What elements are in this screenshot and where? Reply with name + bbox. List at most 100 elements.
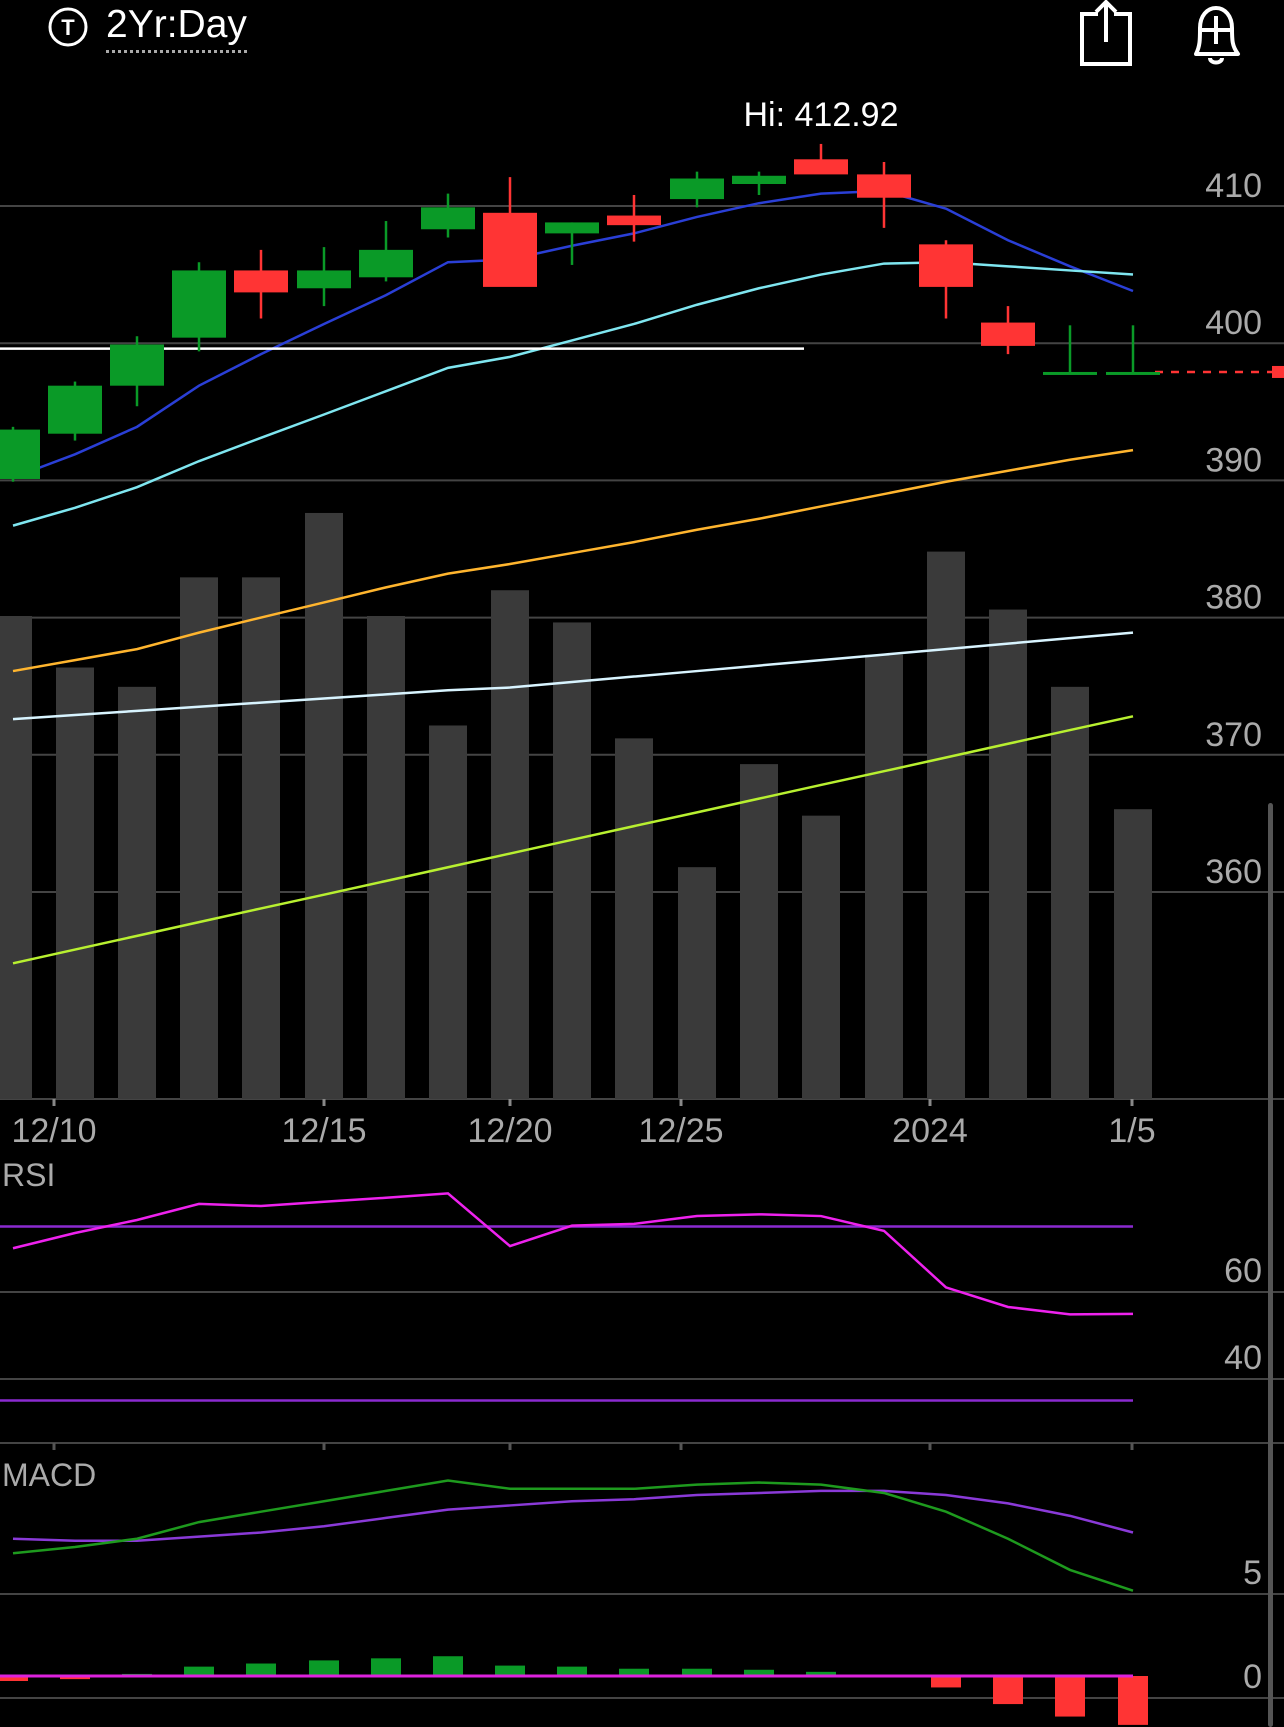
macd-histogram-bar — [619, 1668, 649, 1676]
volume-bar — [367, 616, 405, 1099]
moving-averages — [12, 189, 1134, 965]
candle-body — [234, 270, 288, 293]
rsi-panel: RSI 60 40 — [0, 1157, 1284, 1450]
candle — [172, 262, 226, 352]
candle — [607, 194, 661, 242]
macd-histogram-bar — [744, 1669, 774, 1676]
moving-average-line — [12, 631, 1134, 721]
candle — [110, 336, 164, 407]
candle — [1106, 325, 1160, 375]
volume-bar — [0, 616, 32, 1099]
volume-bar — [180, 577, 218, 1099]
macd-histogram-bar — [931, 1676, 961, 1688]
macd-histogram-bar — [1055, 1676, 1085, 1717]
candle-body — [919, 244, 973, 287]
macd-histogram-bar — [433, 1656, 463, 1676]
macd-histogram-bar — [495, 1665, 525, 1676]
timeframe-selector[interactable]: 2Yr:Day — [106, 2, 247, 53]
candle-body — [981, 322, 1035, 346]
volume-bar — [865, 654, 903, 1099]
volume-bar — [553, 622, 591, 1099]
rsi-tick-label: 60 — [1224, 1252, 1262, 1290]
volume-bar — [615, 738, 653, 1099]
candle-body — [732, 175, 786, 184]
volume-bar — [802, 815, 840, 1099]
candle — [857, 162, 911, 228]
volume-bar — [305, 512, 343, 1099]
volume-bar — [429, 725, 467, 1099]
macd-histogram-bar — [60, 1676, 90, 1680]
date-tick-label: 12/25 — [638, 1112, 723, 1150]
price-axis: 410 400 390 380 370 360 — [1205, 167, 1262, 891]
candle — [794, 143, 848, 175]
volume-bar — [989, 609, 1027, 1099]
macd-histogram-bar — [682, 1668, 712, 1676]
macd-histogram-bar — [557, 1666, 587, 1676]
candle-body — [670, 178, 724, 200]
share-icon[interactable] — [1076, 0, 1136, 68]
candle — [919, 240, 973, 319]
candle-body — [359, 249, 413, 278]
volume-bar — [491, 590, 529, 1099]
candle-body — [48, 385, 102, 434]
date-tick-label: 12/15 — [281, 1112, 366, 1150]
candle-body — [794, 159, 848, 175]
candle — [732, 171, 786, 195]
candle-body — [1106, 371, 1160, 375]
macd-histogram-bar — [0, 1676, 28, 1681]
candle-body — [483, 212, 537, 287]
date-axis: 12/10 12/15 12/20 12/25 2024 1/5 — [11, 1099, 1156, 1150]
moving-average-line — [12, 448, 1134, 673]
volume-bar — [740, 764, 778, 1099]
candle-body — [110, 344, 164, 386]
svg-text:T: T — [61, 15, 75, 40]
candle — [670, 171, 724, 208]
candle — [981, 306, 1035, 355]
candle — [0, 426, 40, 482]
date-tick-label: 2024 — [892, 1112, 968, 1150]
volume-bars — [0, 512, 1152, 1099]
candle — [234, 249, 288, 319]
candlesticks — [0, 143, 1160, 482]
candle — [297, 247, 351, 307]
rsi-title: RSI — [2, 1157, 55, 1193]
candle-body — [0, 429, 40, 479]
candle-body — [172, 270, 226, 338]
volume-bar — [1051, 686, 1089, 1099]
date-tick-label: 12/10 — [11, 1112, 96, 1150]
macd-histogram-bar — [184, 1666, 214, 1676]
add-alert-bell-icon[interactable] — [1182, 0, 1250, 68]
timeframe-icon[interactable]: T — [48, 7, 88, 47]
price-tick-label: 370 — [1205, 716, 1262, 754]
volume-bar — [56, 667, 94, 1099]
last-price-marker — [1272, 365, 1284, 378]
price-tick-label: 390 — [1205, 441, 1262, 479]
candle — [421, 193, 475, 238]
scrollbar[interactable] — [1268, 803, 1273, 1727]
candle-body — [297, 270, 351, 289]
price-tick-label: 400 — [1205, 304, 1262, 342]
candle — [545, 222, 599, 265]
chart-header: T 2Yr:Day — [0, 0, 1284, 70]
macd-histogram-bar — [993, 1676, 1023, 1705]
macd-histogram-bar — [1118, 1676, 1148, 1725]
price-tick-label: 380 — [1205, 579, 1262, 617]
macd-tick-label: 5 — [1243, 1554, 1262, 1592]
volume-bar — [1114, 809, 1152, 1099]
price-tick-label: 360 — [1205, 853, 1262, 891]
macd-histogram-bar — [309, 1660, 339, 1676]
macd-panel: MACD 5 0 — [0, 1457, 1284, 1725]
macd-tick-label: 0 — [1243, 1658, 1262, 1696]
candle — [1043, 325, 1097, 375]
candle-body — [545, 222, 599, 234]
macd-signal-line — [12, 1489, 1134, 1543]
volume-bar — [242, 577, 280, 1099]
candle-body — [857, 174, 911, 198]
macd-histogram-bar — [246, 1663, 276, 1676]
macd-title: MACD — [2, 1457, 96, 1493]
volume-bar — [118, 686, 156, 1099]
date-tick-label: 12/20 — [467, 1112, 552, 1150]
macd-histogram-bar — [806, 1671, 836, 1676]
candle-body — [421, 207, 475, 230]
